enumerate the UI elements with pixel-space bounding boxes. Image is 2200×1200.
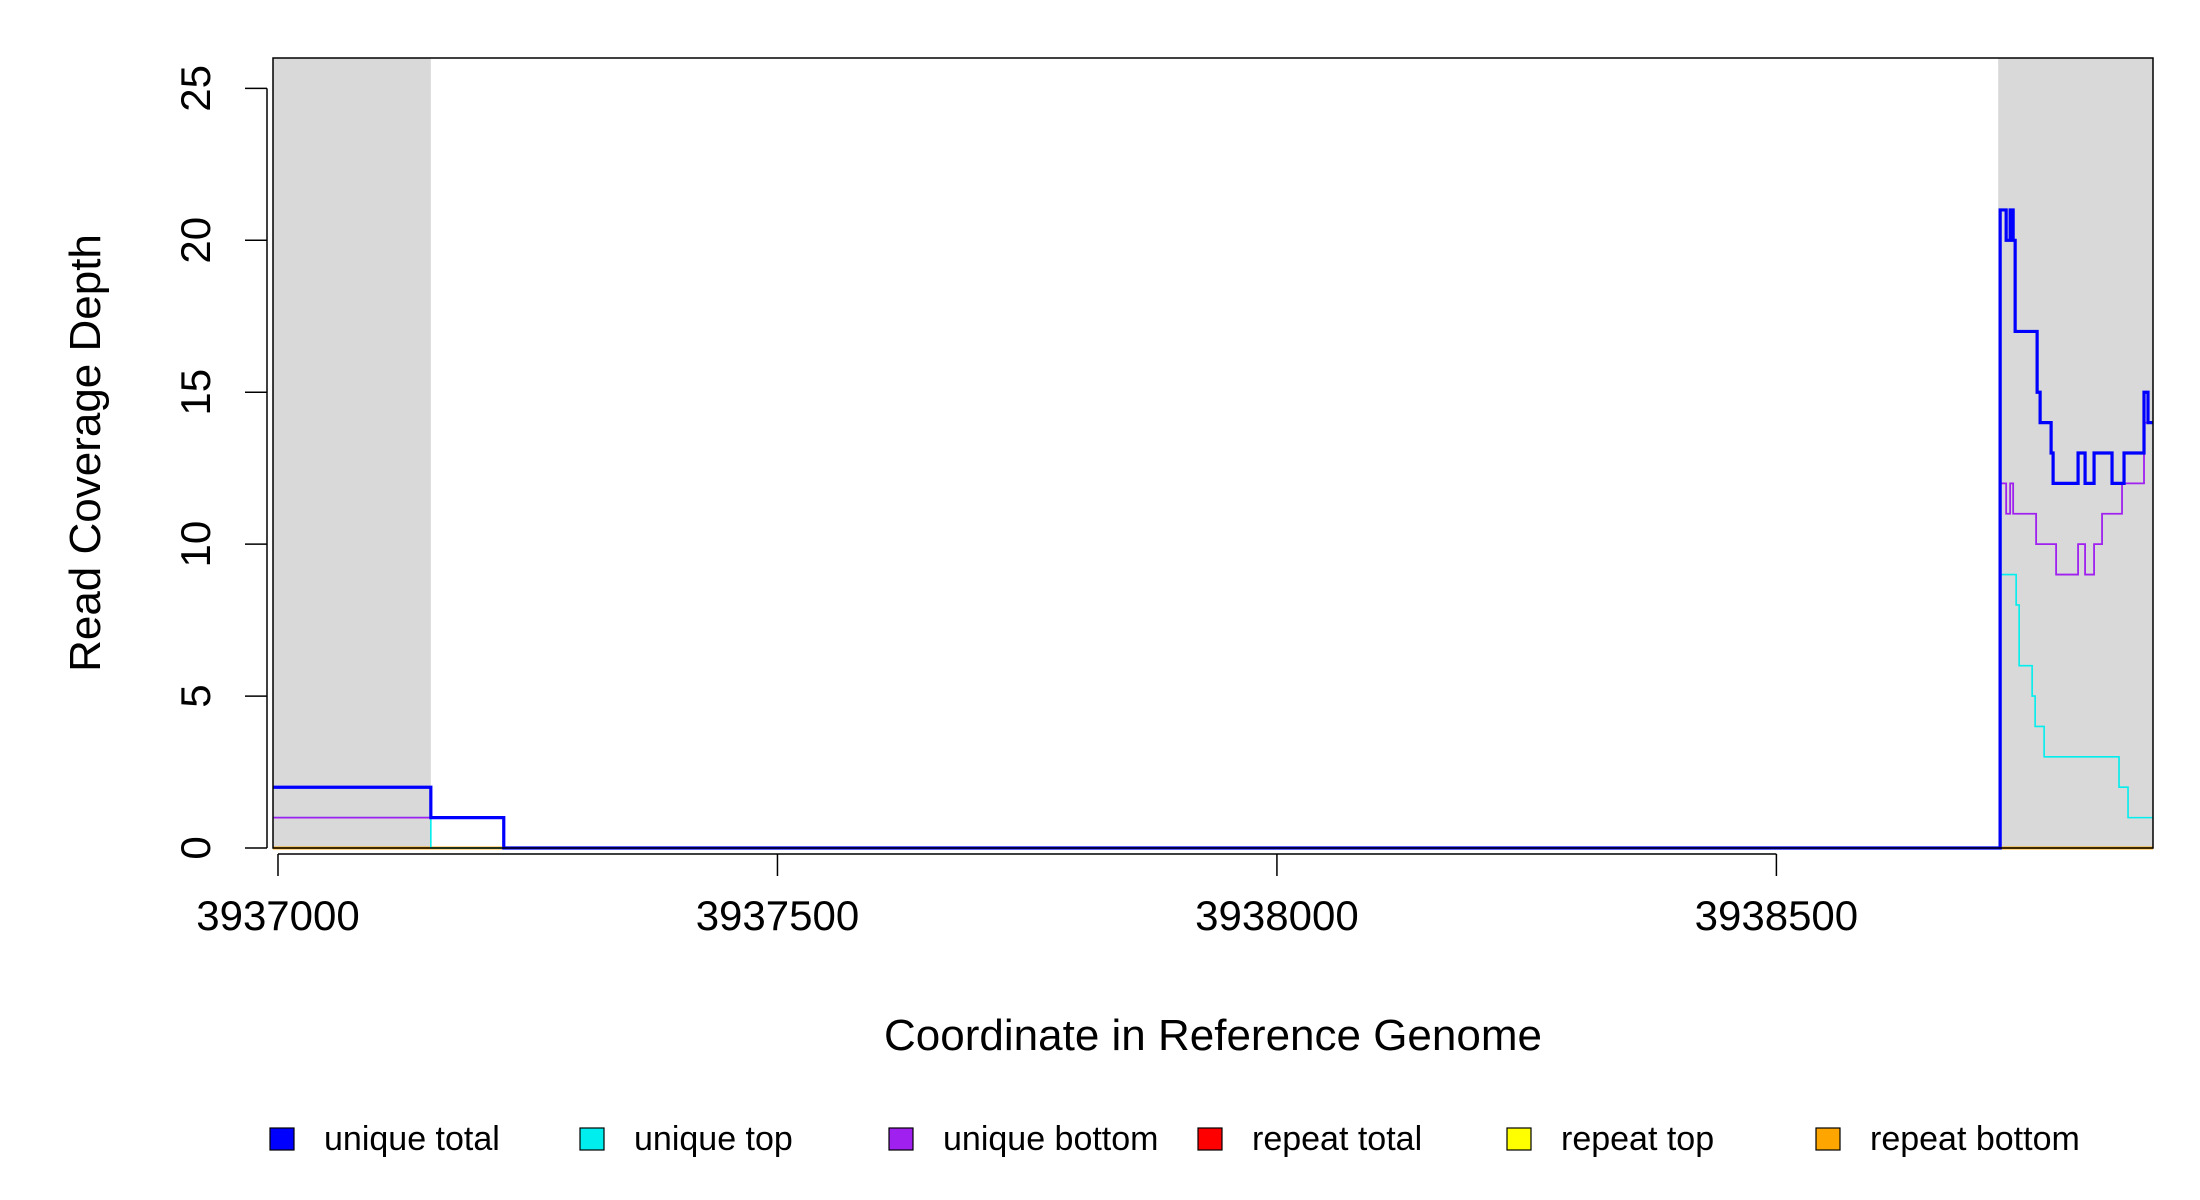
legend-swatch <box>1197 1127 1223 1151</box>
legend-swatch <box>269 1127 295 1151</box>
series-line-unique-total <box>273 208 2153 850</box>
series-line-unique-bottom <box>273 421 2153 849</box>
x-tick-label-2: 3938000 <box>1195 892 1359 939</box>
legend-label: repeat total <box>1252 1120 1422 1158</box>
y-tick-label-2: 10 <box>172 521 219 568</box>
x-tick-label-3: 3938500 <box>1695 892 1859 939</box>
legend-label: repeat bottom <box>1870 1120 2080 1158</box>
y-tick-label-5: 25 <box>172 65 219 112</box>
legend-item-repeat-top: repeat top <box>1506 1120 1714 1158</box>
legend-swatch <box>579 1127 605 1151</box>
y-tick-label-4: 20 <box>172 217 219 264</box>
x-axis: 3937000 3937500 3938000 3938500 <box>196 853 1859 939</box>
legend-label: unique bottom <box>943 1120 1159 1158</box>
y-axis-label: Read Coverage Depth <box>61 234 110 672</box>
legend-swatch <box>1815 1127 1841 1151</box>
legend: unique total unique top unique bottom repea… <box>269 1120 2080 1158</box>
y-tick-label-3: 15 <box>172 369 219 416</box>
y-tick-label-0: 0 <box>172 836 219 859</box>
y-axis: 0 5 10 15 20 25 <box>172 65 268 860</box>
series-line-unique-top <box>273 573 2153 849</box>
shaded-regions <box>273 58 2153 848</box>
legend-label: unique total <box>324 1120 500 1158</box>
x-tick-label-0: 3937000 <box>196 892 360 939</box>
shaded-region-0 <box>273 58 431 848</box>
x-axis-label: Coordinate in Reference Genome <box>884 1011 1542 1060</box>
legend-item-unique-top: unique top <box>579 1120 793 1158</box>
legend-swatch <box>888 1127 914 1151</box>
legend-label: unique top <box>634 1120 793 1158</box>
legend-item-repeat-bottom: repeat bottom <box>1815 1120 2080 1158</box>
x-tick-label-1: 3937500 <box>696 892 860 939</box>
legend-swatch <box>1506 1127 1532 1151</box>
y-tick-label-1: 5 <box>172 684 219 707</box>
plot-frame <box>272 57 2154 849</box>
legend-item-unique-total: unique total <box>269 1120 500 1158</box>
legend-label: repeat top <box>1561 1120 1714 1158</box>
series-lines <box>273 208 2153 850</box>
legend-item-repeat-total: repeat total <box>1197 1120 1422 1158</box>
legend-item-unique-bottom: unique bottom <box>888 1120 1159 1158</box>
